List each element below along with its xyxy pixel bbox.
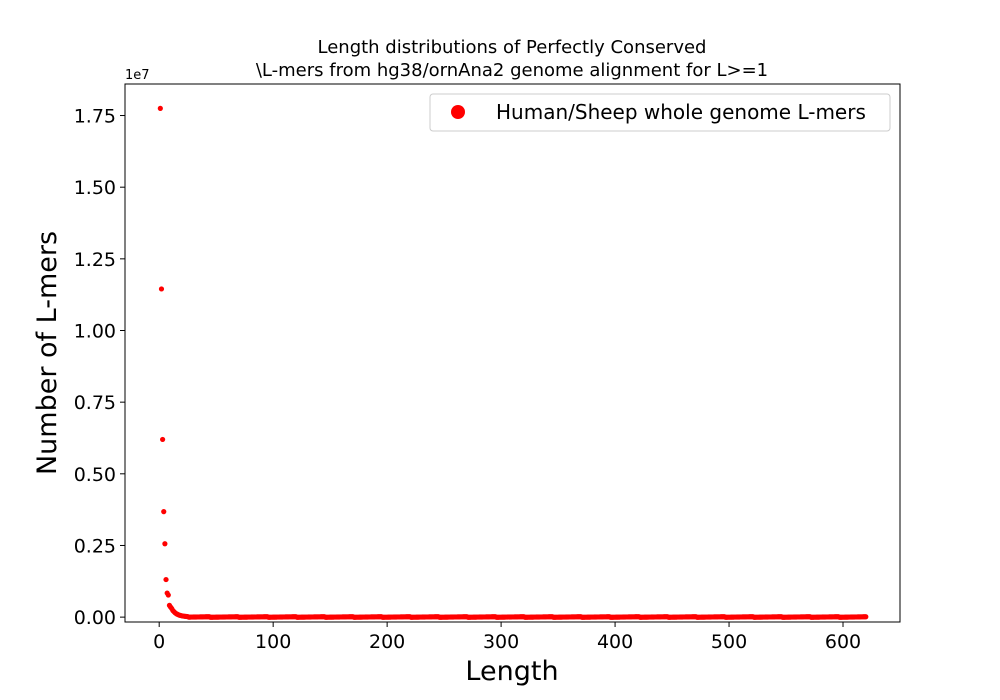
chart-title-line-1: Length distributions of Perfectly Conser… [318, 37, 707, 58]
y-tick-label: 1.25 [74, 249, 116, 271]
x-tick-label: 300 [483, 631, 519, 653]
x-tick-label: 200 [369, 631, 405, 653]
y-tick-label: 0.25 [74, 535, 116, 557]
legend-label: Human/Sheep whole genome L-mers [496, 100, 866, 124]
data-point [158, 286, 165, 292]
legend: Human/Sheep whole genome L-mers [429, 93, 891, 132]
x-axis-label: Length [465, 656, 558, 687]
y-tick-label: 0.50 [74, 464, 116, 486]
y-tick-label: 0.00 [74, 607, 116, 629]
legend-frame [429, 93, 891, 132]
data-point [863, 614, 869, 620]
data-point [163, 576, 169, 583]
plot-frame [124, 83, 901, 623]
data-point [157, 105, 163, 111]
x-tick-label: 500 [711, 631, 747, 653]
y-tick-label: 0.75 [74, 392, 116, 414]
chart-title-line-2: \L-mers from hg38/ornAna2 genome alignme… [256, 60, 768, 81]
y-tick-label: 1.75 [74, 106, 116, 128]
data-point [165, 592, 171, 598]
x-tick-label: 100 [255, 631, 291, 653]
y-tick-label: 1.50 [74, 177, 116, 199]
y-axis: 0.00 0.25 0.50 0.75 1.00 1.25 1.50 1.75 [74, 106, 125, 629]
x-tick-label: 400 [597, 631, 633, 653]
x-tick-label: 0 [153, 631, 165, 653]
y-tick-label: 1.00 [74, 320, 116, 342]
data-point [161, 509, 167, 515]
data-point [162, 541, 168, 547]
data-point [160, 436, 166, 443]
x-axis: 0 100 200 300 400 500 600 [153, 622, 861, 653]
y-offset-label: 1e7 [125, 68, 150, 83]
plot-area [157, 105, 869, 620]
y-axis-label: Number of L-mers [32, 231, 63, 475]
legend-marker [451, 105, 465, 119]
x-tick-label: 600 [825, 631, 861, 653]
